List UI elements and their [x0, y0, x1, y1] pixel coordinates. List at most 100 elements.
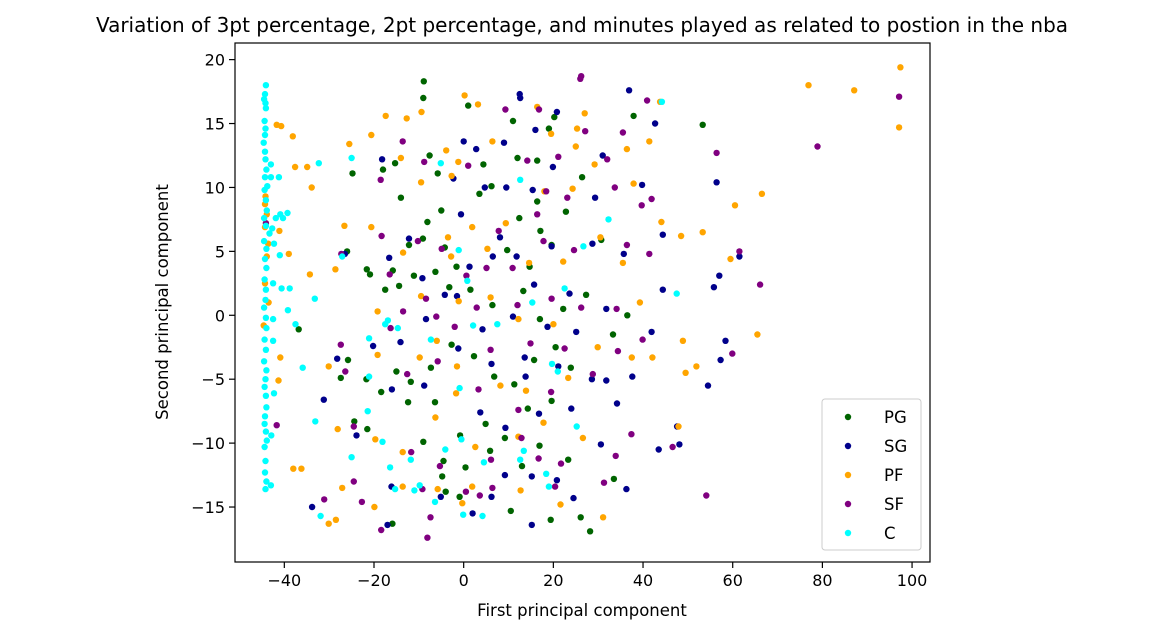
legend-label-pg: PG [884, 408, 907, 427]
data-point [560, 258, 567, 265]
data-point [399, 308, 407, 315]
data-point [285, 250, 292, 258]
data-point [466, 263, 473, 270]
data-point [266, 230, 273, 237]
data-point [573, 423, 580, 430]
data-point [389, 520, 396, 527]
data-point [480, 459, 488, 466]
data-point [418, 108, 425, 116]
data-point [517, 176, 524, 183]
data-point [648, 195, 655, 203]
data-point [384, 521, 391, 529]
data-point [462, 464, 469, 471]
data-point [895, 124, 903, 131]
data-point [368, 131, 375, 139]
data-point [638, 181, 646, 189]
data-point [509, 313, 517, 320]
data-point [363, 266, 370, 273]
data-point [261, 420, 268, 428]
data-point [586, 528, 594, 535]
data-point [308, 184, 315, 191]
data-point [623, 241, 631, 249]
data-point [386, 271, 393, 278]
data-point [317, 512, 324, 520]
data-point [524, 157, 531, 164]
data-point [713, 179, 720, 186]
data-point [582, 128, 589, 135]
data-point [699, 121, 706, 128]
data-point [557, 501, 564, 508]
x-tick-label: 20 [543, 571, 563, 590]
data-point [350, 478, 357, 485]
data-point [365, 335, 373, 342]
data-point [502, 220, 509, 227]
data-point [669, 443, 676, 451]
x-tick-label: 80 [812, 571, 832, 590]
data-point [424, 218, 431, 226]
data-point [432, 268, 439, 275]
data-point [636, 299, 644, 306]
data-point [522, 387, 530, 394]
data-point [504, 246, 511, 254]
data-point [529, 186, 536, 194]
data-point [500, 139, 508, 146]
series-c [260, 82, 680, 520]
data-point [518, 434, 525, 442]
data-point [520, 447, 527, 454]
data-point [275, 174, 283, 181]
data-point [464, 277, 471, 284]
data-point [570, 494, 577, 502]
data-point [315, 160, 322, 167]
data-point [261, 174, 269, 181]
data-point [605, 216, 612, 223]
data-point [341, 222, 348, 229]
data-point [630, 112, 637, 120]
data-point [397, 154, 405, 162]
data-point [262, 125, 269, 132]
data-point [262, 428, 270, 435]
data-point [320, 396, 327, 403]
data-point [569, 185, 576, 192]
data-point [731, 202, 739, 209]
data-point [570, 246, 578, 254]
data-point [552, 344, 559, 351]
data-point [378, 232, 385, 240]
data-point [509, 264, 516, 272]
data-point [278, 285, 285, 292]
data-point [600, 479, 608, 486]
data-point [260, 214, 268, 222]
data-point [613, 305, 620, 313]
data-point [503, 184, 510, 191]
x-tick-label: 100 [897, 571, 928, 590]
data-point [461, 92, 468, 99]
data-point [407, 456, 414, 463]
data-point [417, 179, 425, 186]
data-point [655, 446, 662, 453]
data-point [604, 156, 611, 163]
data-point [704, 382, 712, 389]
data-point [489, 253, 496, 260]
data-point [580, 243, 587, 250]
legend-marker-c [844, 529, 852, 537]
legend-box [821, 398, 922, 551]
data-point [431, 399, 439, 406]
data-point [350, 423, 357, 430]
data-point [488, 493, 495, 500]
data-point [535, 455, 542, 462]
data-point [334, 425, 341, 433]
data-point [754, 331, 761, 338]
data-point [462, 488, 470, 495]
data-point [267, 482, 275, 489]
data-point [386, 464, 394, 471]
data-point [577, 514, 584, 521]
data-point [447, 253, 455, 260]
data-point [366, 271, 374, 278]
data-point [620, 250, 627, 258]
data-point [379, 438, 386, 445]
data-point [291, 163, 299, 171]
data-point [372, 436, 379, 443]
data-point [534, 157, 541, 164]
data-point [446, 284, 453, 291]
data-point [394, 324, 401, 332]
data-point [451, 323, 458, 330]
